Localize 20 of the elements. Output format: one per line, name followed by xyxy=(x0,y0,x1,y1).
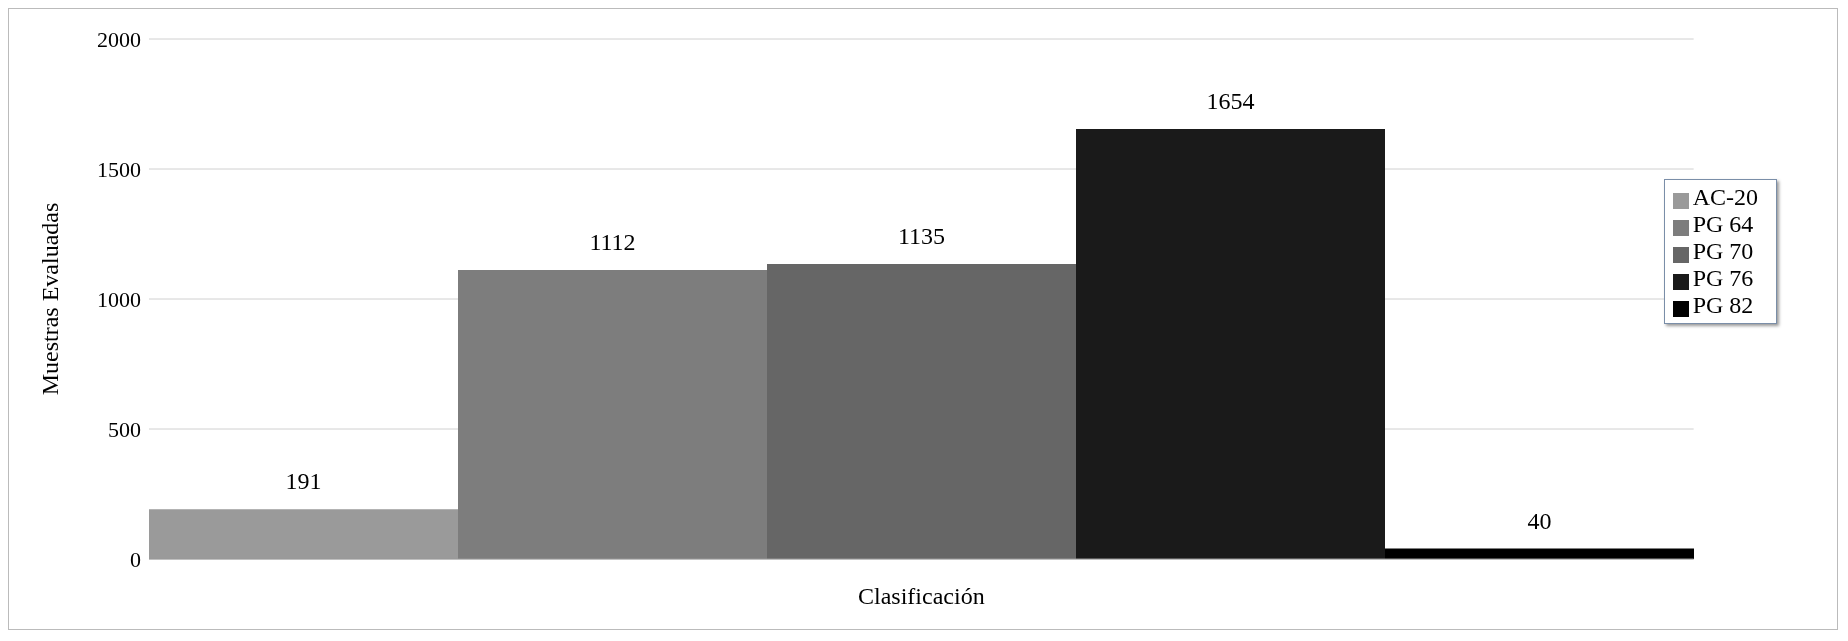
data-label: 1135 xyxy=(897,222,946,249)
legend-label: PG 82 xyxy=(1692,292,1754,318)
data-label: 1654 xyxy=(1206,87,1255,114)
y-tick-label: 1000 xyxy=(97,286,141,312)
data-label: 40 xyxy=(1527,507,1552,534)
x-axis-title: Clasificación xyxy=(858,583,985,609)
data-label: 191 xyxy=(285,468,322,495)
legend-label: AC-20 xyxy=(1692,184,1758,210)
bar xyxy=(458,269,767,559)
bar xyxy=(767,263,1076,559)
legend-label: PG 76 xyxy=(1692,265,1754,291)
legend-label: PG 70 xyxy=(1692,238,1754,264)
data-label: 1112 xyxy=(589,228,636,255)
bar xyxy=(1076,128,1385,559)
y-tick-label: 1500 xyxy=(97,156,141,182)
y-tick-label: 2000 xyxy=(97,26,141,52)
y-tick-label: 500 xyxy=(108,416,141,442)
legend-label: PG 64 xyxy=(1692,211,1754,237)
y-tick-label: 0 xyxy=(130,546,141,572)
y-axis-title: Muestras Evaluadas xyxy=(36,202,63,396)
